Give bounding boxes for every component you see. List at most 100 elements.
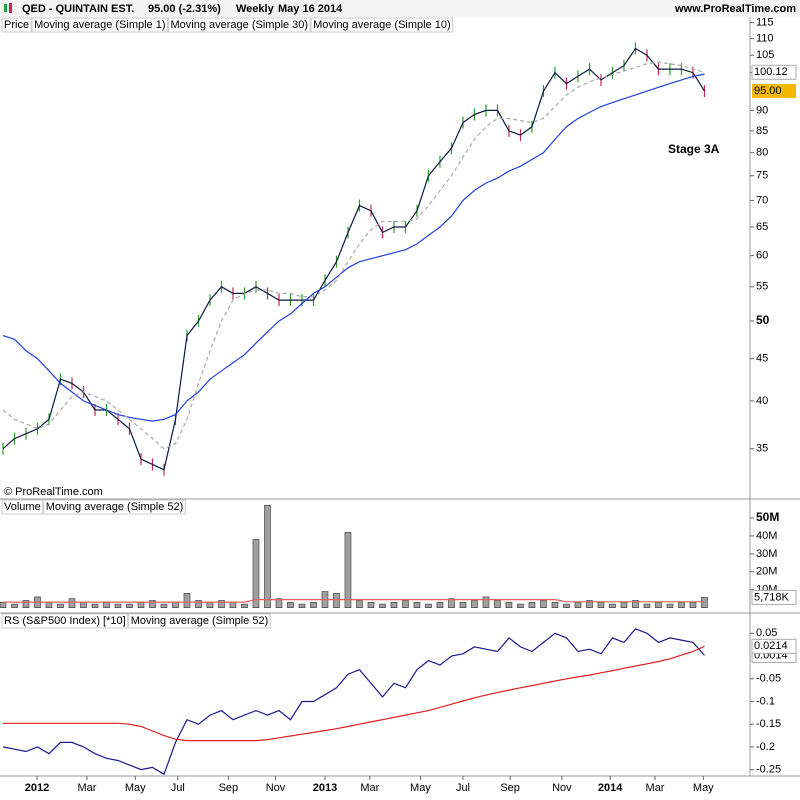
volume-bar <box>80 602 87 608</box>
volume-bar <box>459 602 467 608</box>
volume-bar <box>620 602 628 608</box>
volume-bar <box>597 602 605 608</box>
header-bar <box>0 0 800 17</box>
x-tick-label: Jul <box>171 782 185 794</box>
y-tick-label: -0.15 <box>756 718 781 730</box>
x-tick-label: May <box>693 782 714 794</box>
volume-bar <box>505 602 513 608</box>
last-value-box <box>752 84 796 99</box>
x-tick-label: Nov <box>552 782 572 794</box>
last-value-box <box>751 638 797 654</box>
y-tick-label: 50M <box>756 510 779 524</box>
y-tick-label: 65 <box>756 221 768 233</box>
volume-bar <box>275 598 283 608</box>
series-line <box>2 47 706 471</box>
volume-bar <box>103 602 110 608</box>
volume-bar <box>126 603 133 608</box>
x-tick-label: Jul <box>456 782 470 794</box>
header-title: QED - QUINTAIN EST. <box>22 3 134 15</box>
volume-bar <box>183 593 191 608</box>
legend-label: Moving average (Simple 10) <box>313 19 451 31</box>
y-tick-label: 70 <box>756 194 768 206</box>
header-quote: 95.00 (-2.31%) <box>148 3 221 15</box>
y-tick-label: 40 <box>756 395 768 407</box>
legend-box <box>310 17 454 33</box>
volume-bar <box>379 603 386 608</box>
volume-bar <box>264 505 271 608</box>
y-tick-label: 115 <box>756 17 774 29</box>
last-value-label: 5,718K <box>754 591 790 603</box>
x-tick-label: Mar <box>77 782 96 794</box>
volume-bar <box>68 598 76 608</box>
volume-bar <box>252 539 260 608</box>
x-tick-label: May <box>125 782 146 794</box>
y-tick-label: -0.2 <box>756 741 775 753</box>
volume-bar <box>678 602 685 608</box>
y-tick-label: 20M <box>756 566 777 578</box>
x-tick-label: Sep <box>219 782 239 794</box>
legend-label: RS (S&P500 Index) [*10] <box>4 615 126 627</box>
volume-bar <box>528 602 536 608</box>
legend-box <box>1 613 129 629</box>
volume-bar <box>609 603 616 608</box>
y-tick-label: 45 <box>756 353 768 365</box>
volume-bar <box>413 602 421 608</box>
volume-bar <box>229 602 237 608</box>
header-date: May 16 2014 <box>278 3 343 15</box>
y-tick-label: 30M <box>756 548 777 560</box>
volume-bar <box>436 602 444 608</box>
volume-bar <box>137 602 145 608</box>
volume-bar <box>689 602 697 608</box>
x-tick-label: 2013 <box>313 782 337 794</box>
legend-box <box>31 17 169 33</box>
volume-bar <box>448 598 455 608</box>
volume-bar <box>632 600 639 608</box>
volume-bar <box>195 600 202 608</box>
volume-bar <box>471 600 478 608</box>
volume-bar <box>310 602 317 608</box>
series-line <box>3 645 705 742</box>
volume-bar <box>218 600 225 608</box>
volume-bar <box>241 603 248 608</box>
x-tick-label: Mar <box>360 782 379 794</box>
y-tick-label: -0.05 <box>756 673 781 685</box>
volume-bar <box>344 532 352 608</box>
volume-bar <box>11 603 18 608</box>
y-tick-label: 80 <box>756 147 768 159</box>
legend-label: Moving average (Simple 30) <box>171 19 309 31</box>
volume-bar <box>22 600 30 608</box>
y-tick-label: 75 <box>756 170 768 182</box>
volume-bar <box>517 603 524 608</box>
y-tick-label: 85 <box>756 125 768 137</box>
y-tick-label: 35 <box>756 443 768 455</box>
volume-bar <box>574 602 582 608</box>
volume-bar <box>114 603 122 608</box>
series-line <box>2 73 705 422</box>
annotation: Stage 3A <box>668 142 720 156</box>
volume-bar <box>160 603 168 608</box>
copyright: © ProRealTime.com <box>4 486 103 498</box>
volume-bar <box>701 597 708 608</box>
series-line <box>3 599 705 603</box>
y-tick-label: 50 <box>756 313 770 327</box>
volume-bar <box>149 600 156 608</box>
volume-bar <box>643 603 651 608</box>
x-tick-label: Nov <box>266 782 286 794</box>
last-value-box <box>751 589 797 605</box>
x-tick-label: May <box>410 782 431 794</box>
legend-label: Moving average (Simple 1) <box>34 19 165 31</box>
volume-bar <box>298 603 306 608</box>
volume-bar <box>494 600 501 608</box>
x-tick-label: Mar <box>646 782 665 794</box>
y-tick-label: 90 <box>756 104 768 116</box>
volume-bar <box>0 602 7 608</box>
volume-bar <box>666 603 674 608</box>
volume-bar <box>482 596 490 608</box>
y-tick-label: 40M <box>756 530 777 542</box>
volume-bar <box>655 602 662 608</box>
last-value-label: 100.12 <box>754 66 788 78</box>
volume-bar <box>287 602 294 608</box>
x-tick-label: 2014 <box>598 782 623 794</box>
volume-bar <box>206 602 214 608</box>
